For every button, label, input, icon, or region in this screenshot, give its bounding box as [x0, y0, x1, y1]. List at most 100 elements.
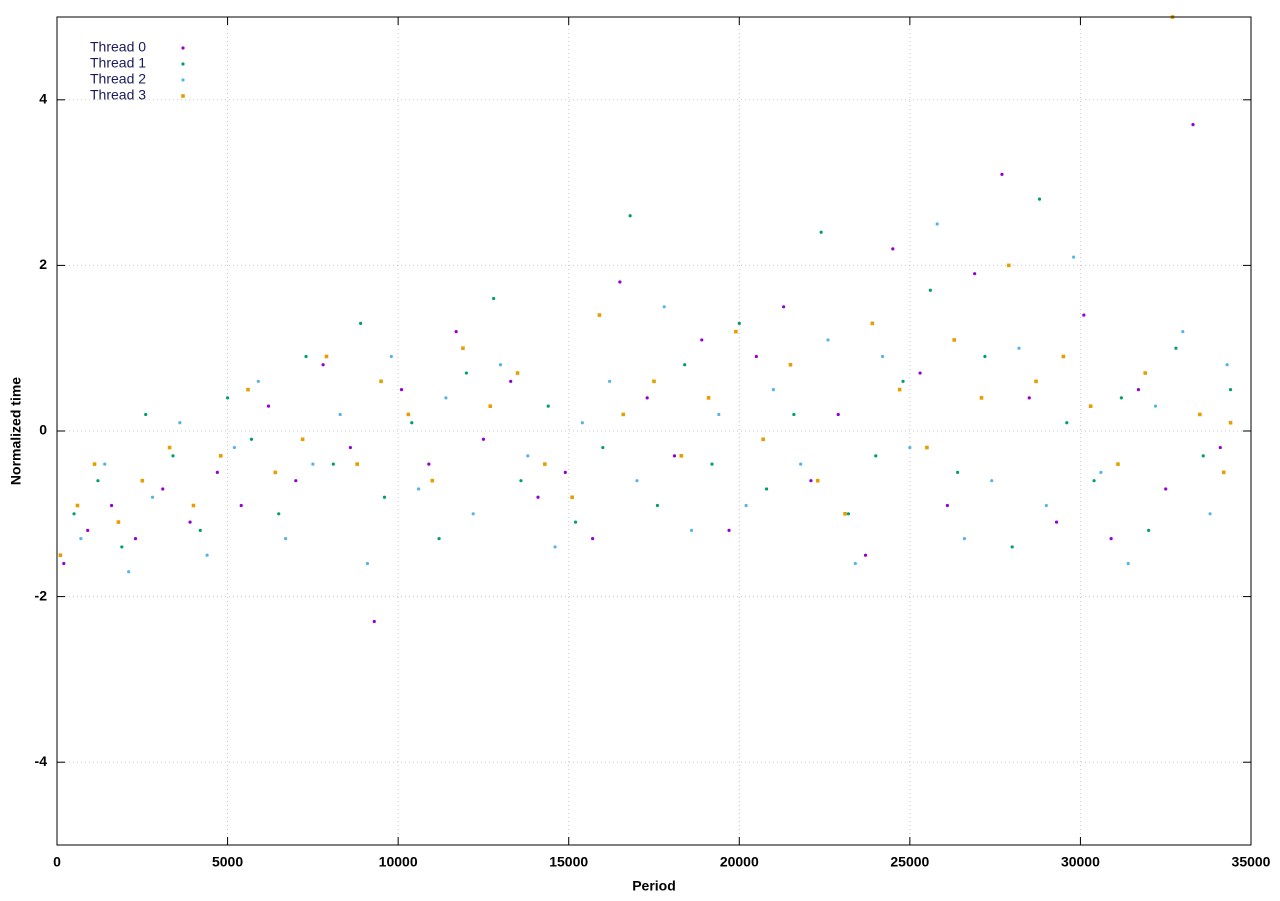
point: [792, 412, 796, 417]
x-tick-label: 25000: [890, 854, 929, 870]
point: [891, 247, 895, 251]
point: [178, 421, 182, 425]
point: [819, 230, 823, 234]
point: [218, 454, 223, 458]
point: [925, 445, 929, 450]
point: [273, 470, 278, 475]
x-tick-label: 10000: [379, 854, 418, 870]
point: [382, 495, 387, 499]
point: [836, 412, 840, 417]
point: [956, 470, 960, 474]
point: [1027, 396, 1031, 400]
point: [908, 445, 912, 450]
point: [144, 412, 148, 417]
point: [430, 478, 435, 483]
point: [788, 362, 793, 367]
point: [1201, 454, 1205, 458]
point: [444, 396, 448, 400]
point: [338, 412, 342, 417]
x-tick-label: 20000: [720, 854, 759, 870]
point: [1037, 197, 1042, 201]
y-tick-label: 0: [39, 422, 47, 438]
legend-swatch: [181, 78, 185, 82]
point: [1174, 346, 1178, 350]
point: [464, 371, 468, 375]
point: [171, 454, 175, 458]
point: [536, 495, 540, 499]
point: [58, 553, 63, 557]
point: [198, 528, 202, 532]
point: [573, 520, 578, 524]
point: [1065, 421, 1069, 425]
point: [973, 272, 977, 276]
grid: [56, 17, 1252, 845]
point: [782, 305, 786, 309]
point: [945, 503, 949, 508]
point: [635, 479, 639, 483]
point: [427, 462, 431, 466]
point: [1006, 263, 1011, 268]
point: [1116, 462, 1120, 466]
point: [928, 288, 932, 292]
point: [737, 321, 741, 325]
point: [246, 387, 250, 392]
point: [771, 388, 776, 392]
point: [1221, 470, 1226, 475]
point: [1218, 445, 1222, 450]
point: [901, 379, 905, 383]
point: [1017, 346, 1021, 350]
point: [109, 503, 114, 508]
point: [1000, 172, 1004, 176]
point: [167, 445, 172, 450]
point: [563, 470, 567, 474]
point: [471, 512, 475, 516]
point: [389, 354, 393, 359]
point: [1099, 470, 1103, 474]
point: [492, 296, 496, 301]
point: [1143, 371, 1148, 375]
point: [874, 454, 878, 458]
point: [120, 545, 124, 549]
point: [734, 329, 738, 334]
point: [1082, 313, 1086, 317]
point: [1181, 330, 1185, 334]
point: [621, 412, 626, 417]
point: [679, 454, 684, 458]
point: [96, 479, 100, 483]
point: [1088, 404, 1093, 408]
point: [498, 363, 503, 367]
point: [277, 512, 281, 516]
point: [962, 537, 967, 541]
point: [133, 537, 138, 541]
point: [372, 619, 376, 624]
point: [515, 371, 520, 375]
point: [727, 528, 731, 532]
point: [1147, 528, 1151, 532]
point: [935, 222, 939, 226]
point: [672, 454, 677, 458]
x-axis-title: Period: [632, 878, 676, 894]
point: [188, 520, 192, 524]
point: [952, 338, 957, 342]
point: [355, 462, 360, 466]
point: [191, 503, 196, 508]
x-tick-label: 0: [53, 854, 61, 870]
point: [764, 487, 769, 491]
x-tick-label: 30000: [1061, 854, 1100, 870]
point: [897, 387, 902, 392]
point: [283, 537, 288, 541]
point: [918, 371, 922, 375]
point: [1126, 561, 1130, 566]
point: [266, 404, 271, 408]
point: [215, 470, 219, 474]
point: [365, 561, 370, 566]
point: [580, 421, 584, 425]
point: [689, 528, 694, 532]
point: [799, 462, 803, 466]
point: [655, 503, 660, 508]
point: [509, 379, 513, 383]
point: [543, 462, 547, 466]
point: [348, 445, 352, 450]
